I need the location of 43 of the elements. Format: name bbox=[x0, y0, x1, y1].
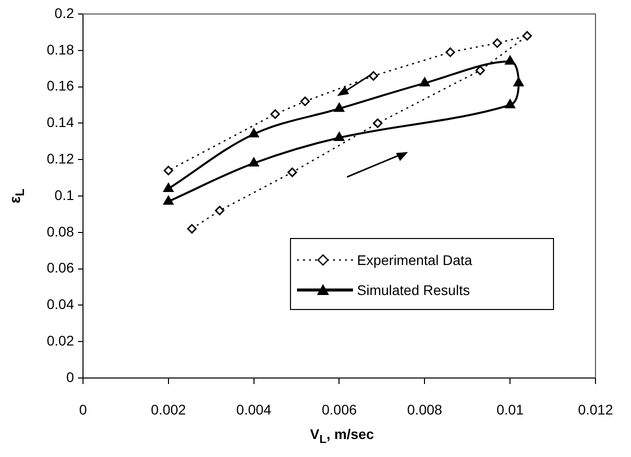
legend-label: Experimental Data bbox=[357, 252, 472, 268]
point bbox=[187, 224, 197, 234]
y-tick-label: 0.02 bbox=[46, 332, 74, 348]
legend-label: Simulated Results bbox=[357, 282, 470, 298]
point bbox=[420, 77, 430, 86]
point bbox=[214, 206, 224, 216]
y-tick-label: 0 bbox=[66, 368, 74, 385]
point bbox=[270, 109, 280, 119]
x-tick-label: 0.006 bbox=[322, 401, 357, 418]
point bbox=[514, 77, 524, 86]
point bbox=[522, 31, 532, 41]
point bbox=[372, 118, 382, 128]
point bbox=[300, 96, 310, 106]
y-tick-label: 0.1 bbox=[54, 186, 74, 203]
x-tick-label: 0 bbox=[79, 401, 88, 418]
y-tick-label: 0.06 bbox=[46, 260, 74, 276]
point bbox=[288, 168, 298, 178]
point bbox=[248, 128, 259, 138]
point bbox=[504, 99, 516, 108]
y-tick-label: 0.12 bbox=[46, 150, 74, 166]
y-tick-label: 0.04 bbox=[46, 296, 74, 312]
point bbox=[475, 66, 485, 76]
point bbox=[164, 166, 174, 176]
x-tick-label: 0.01 bbox=[496, 401, 524, 418]
point bbox=[163, 182, 174, 192]
x-axis-title: V$_{L}$, m/sec bbox=[309, 426, 375, 446]
point bbox=[334, 132, 344, 142]
y-tick-label: 0.16 bbox=[46, 78, 74, 94]
point bbox=[446, 47, 456, 57]
x-tick-label: 0.002 bbox=[150, 401, 186, 418]
x-tick-label: 0.008 bbox=[407, 401, 442, 418]
y-tick-label: 0.2 bbox=[54, 4, 74, 21]
point bbox=[334, 102, 344, 112]
y-tick-label: 0.18 bbox=[46, 41, 74, 58]
y-tick-label: 0.08 bbox=[46, 223, 74, 240]
point bbox=[248, 157, 259, 166]
point bbox=[504, 56, 516, 65]
y-tick-label: 0.14 bbox=[46, 114, 74, 130]
point bbox=[368, 71, 378, 81]
x-tick-label: 0.004 bbox=[236, 401, 272, 418]
x-tick-label: 0.012 bbox=[578, 401, 614, 418]
point bbox=[163, 196, 174, 205]
point bbox=[492, 38, 502, 48]
